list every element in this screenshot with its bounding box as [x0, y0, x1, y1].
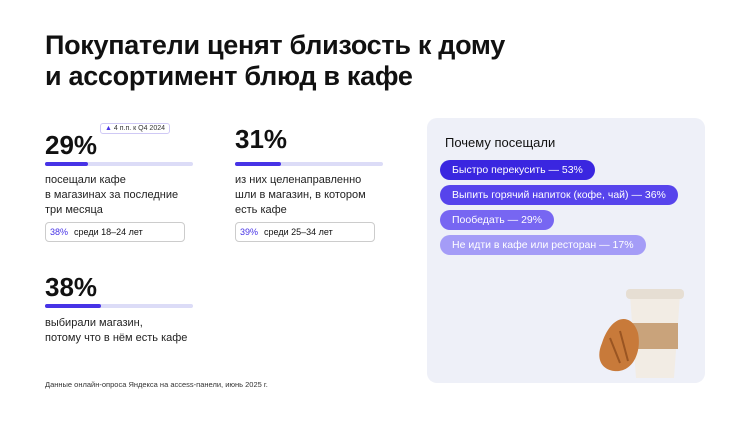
pill: Пообедать — 29% — [440, 210, 555, 230]
stat-value: 31% — [235, 124, 288, 154]
stat-value: 29% — [45, 130, 98, 160]
sub-value: 39% — [240, 227, 259, 237]
line: есть кафе — [235, 204, 287, 216]
stat-description: посещали кафе в магазинах за последние т… — [45, 173, 178, 218]
stat-value: 38% — [45, 272, 98, 302]
lid — [626, 289, 684, 299]
title-line: и ассортимент блюд в кафе — [45, 61, 413, 91]
badge: ▲ 4 п.п. к Q4 2024 — [100, 123, 171, 134]
line: в магазинах за последние — [45, 189, 179, 201]
pill: Быстро перекусить — 53% — [440, 160, 595, 180]
sub-text: среди 18–24 лет — [74, 227, 143, 237]
bar-track — [45, 304, 193, 308]
badge-text: 4 п.п. к Q4 2024 — [113, 125, 166, 132]
title: Покупатели ценят близость к дому и ассор… — [45, 30, 505, 92]
pill: Не идти в кафе или ресторан — 17% — [440, 235, 646, 255]
line: посещали кафе — [45, 174, 126, 186]
pill-list: Быстро перекусить — 53% Выпить горячий н… — [440, 160, 678, 260]
bar — [45, 304, 102, 308]
line: потому что в нём есть кафе — [45, 332, 188, 344]
footnote: Данные онлайн-опроса Яндекса на access-п… — [45, 380, 268, 389]
sub-stat: 39% среди 25–34 лет — [235, 222, 375, 242]
title-line: Покупатели ценят близость к дому — [45, 30, 505, 60]
sleeve — [632, 323, 678, 349]
panel-title: Почему посещали — [445, 135, 556, 150]
reasons-panel: Почему посещали Быстро перекусить — 53% … — [427, 118, 705, 383]
line: выбирали магазин, — [45, 317, 143, 329]
line: шли в магазин, в котором — [235, 189, 366, 201]
line: три месяца — [45, 204, 103, 216]
line: из них целенаправленно — [235, 174, 362, 186]
sub-text: среди 25–34 лет — [264, 227, 333, 237]
sub-stat: 38% среди 18–24 лет — [45, 222, 185, 242]
coffee-illustration — [599, 289, 684, 378]
bar — [235, 162, 281, 166]
croissant — [599, 319, 639, 372]
bar-track — [235, 162, 383, 166]
stat-description: из них целенаправленно шли в магазин, в … — [235, 173, 366, 218]
pill: Выпить горячий напиток (кофе, чай) — 36% — [440, 185, 678, 205]
bar-track — [45, 162, 193, 166]
croissant-detail — [609, 330, 629, 364]
sub-value: 38% — [50, 227, 69, 237]
bar — [45, 162, 88, 166]
stat-description: выбирали магазин, потому что в нём есть … — [45, 316, 187, 346]
